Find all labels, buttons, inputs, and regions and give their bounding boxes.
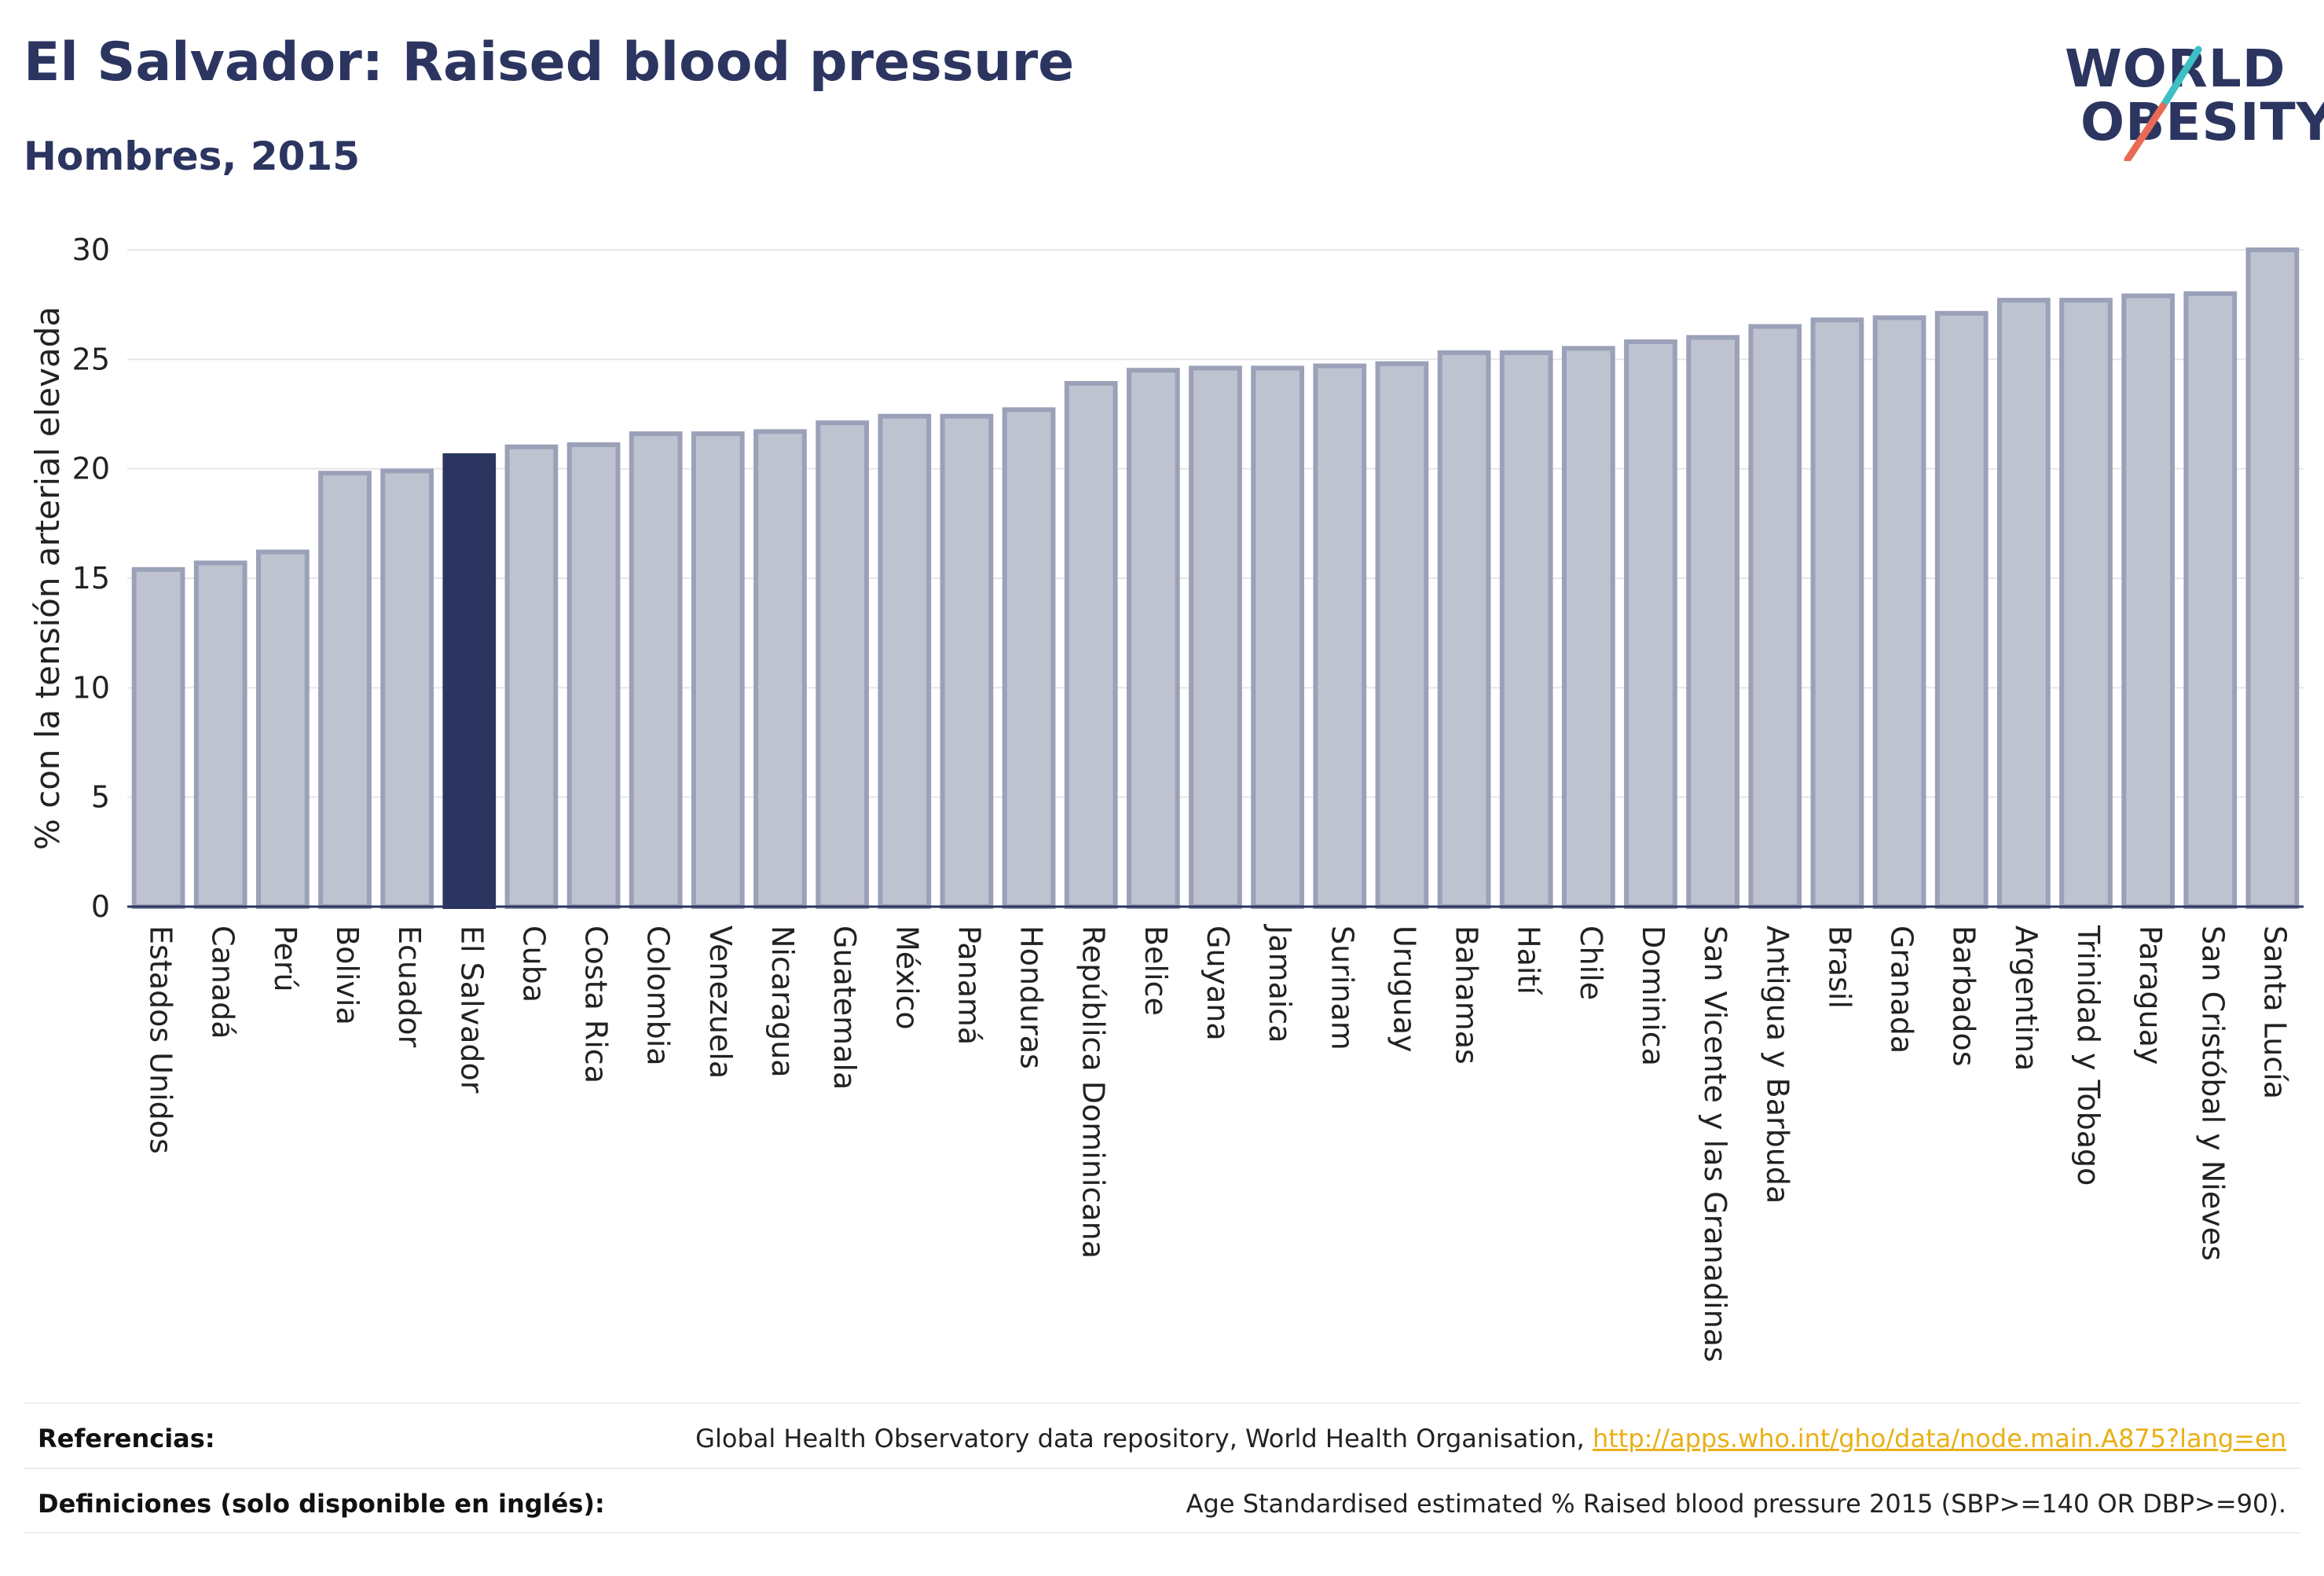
x-tick-label: Trinidad y Tobago — [2071, 925, 2106, 1186]
x-tick-label: Argentina — [2009, 925, 2044, 1071]
bar-honduras[interactable] — [1002, 407, 1056, 909]
x-tick-label: República Dominicana — [1076, 925, 1111, 1259]
x-tick-label: Panamá — [951, 925, 986, 1045]
x-tick-label: Uruguay — [1387, 925, 1421, 1053]
bar-san-vicente-y-las-granadinas[interactable] — [1686, 335, 1740, 909]
y-tick-label: 25 — [72, 342, 110, 376]
footer-divider — [24, 1468, 2300, 1469]
bar-ecuador[interactable] — [380, 468, 434, 909]
x-tick-label: Barbados — [1947, 925, 1981, 1067]
x-tick-label: Honduras — [1014, 925, 1049, 1069]
bar-bahamas[interactable] — [1437, 350, 1491, 909]
y-tick-label: 10 — [72, 670, 110, 705]
logo-word-obesity: OBESITY — [2080, 92, 2324, 152]
x-tick-label: México — [889, 925, 924, 1030]
x-tick-label: San Cristóbal y Nieves — [2195, 925, 2230, 1261]
bar-guyana[interactable] — [1189, 365, 1242, 910]
references-link[interactable]: http://apps.who.int/gho/data/node.main.A… — [1592, 1424, 2286, 1453]
bar-cuba[interactable] — [504, 444, 559, 909]
x-tick-label: Haití — [1512, 925, 1546, 995]
bar-colombia[interactable] — [629, 431, 683, 909]
bar-chart: 0 5 10 15 20 25 30 Estados Unidos Canadá Perú Bol… — [28, 233, 2304, 1362]
x-tick-label: Antigua y Barbuda — [1760, 925, 1794, 1204]
bar-argentina[interactable] — [1996, 298, 2051, 909]
bar-paraguay[interactable] — [2121, 293, 2176, 909]
definitions-text: Age Standardised estimated % Raised bloo… — [1186, 1489, 2286, 1519]
bar-chile[interactable] — [1561, 346, 1615, 909]
bar-venezuela[interactable] — [691, 431, 745, 909]
x-tick-label: Belice — [1138, 925, 1173, 1016]
x-tick-label: Bolivia — [330, 925, 365, 1025]
bar-trinidad-y-tobago[interactable] — [2059, 298, 2113, 909]
bar-el-salvador[interactable] — [442, 453, 497, 909]
bar-uruguay[interactable] — [1375, 361, 1429, 909]
definitions-label: Definiciones (solo disponible en inglés)… — [38, 1489, 605, 1519]
x-tick-label: El Salvador — [454, 925, 489, 1094]
references-source: Global Health Observatory data repositor… — [695, 1424, 1593, 1453]
x-tick-label: Cuba — [516, 925, 551, 1002]
x-tick-label: Jamaica — [1263, 924, 1297, 1043]
bar-antigua-y-barbuda[interactable] — [1748, 324, 1802, 909]
bar-costa-rica[interactable] — [566, 442, 621, 909]
x-tick-label: Canadá — [206, 925, 240, 1039]
x-tick-label: Bahamas — [1450, 925, 1484, 1065]
y-tick-label: 20 — [72, 452, 110, 486]
references-label: Referencias: — [38, 1424, 215, 1453]
x-tick-label: Guyana — [1200, 925, 1235, 1041]
x-tick-label: Estados Unidos — [144, 925, 178, 1154]
bar-méxico[interactable] — [878, 413, 932, 909]
bar-san-cristóbal-y-nieves[interactable] — [2183, 291, 2238, 909]
y-axis-ticks: 0 5 10 15 20 25 30 — [72, 233, 110, 924]
y-axis-label: % con la tensión arterial elevada — [28, 306, 67, 850]
x-tick-label: Dominica — [1636, 925, 1670, 1066]
footer-divider — [24, 1402, 2300, 1404]
x-tick-label: Chile — [1574, 925, 1608, 1000]
x-tick-label: Ecuador — [392, 925, 427, 1048]
bar-guatemala[interactable] — [816, 420, 870, 909]
bar-nicaragua[interactable] — [753, 429, 807, 909]
y-tick-label: 30 — [72, 233, 110, 267]
x-tick-label: Costa Rica — [579, 925, 614, 1083]
bar-barbados[interactable] — [1934, 310, 1989, 909]
x-tick-label: Nicaragua — [765, 925, 800, 1078]
y-tick-label: 0 — [91, 889, 110, 924]
bar-bolivia[interactable] — [318, 471, 372, 909]
bar-surinam[interactable] — [1313, 363, 1367, 909]
footer-divider — [24, 1532, 2300, 1534]
x-tick-label: Colombia — [641, 925, 676, 1066]
x-tick-label: Granada — [1885, 925, 1919, 1054]
logo-slash-icon — [2124, 46, 2202, 161]
x-tick-label: Surinam — [1325, 925, 1359, 1050]
bar-granada[interactable] — [1872, 315, 1926, 909]
bar-perú[interactable] — [255, 549, 310, 909]
chart-title: El Salvador: Raised blood pressure — [24, 31, 1075, 93]
bar-dominica[interactable] — [1624, 339, 1677, 910]
x-tick-label: Paraguay — [2133, 925, 2168, 1065]
x-axis-ticks: Estados Unidos Canadá Perú Bolivia Ecuador El… — [144, 924, 2293, 1362]
bar-belice[interactable] — [1126, 368, 1180, 909]
x-tick-label: San Vicente y las Granadinas — [1698, 925, 1732, 1362]
bar-estados-unidos[interactable] — [131, 566, 185, 909]
bar-santa-lucía[interactable] — [2245, 247, 2300, 909]
bar-brasil[interactable] — [1810, 317, 1864, 909]
references-text: Global Health Observatory data repositor… — [695, 1424, 2286, 1453]
bar-canadá[interactable] — [193, 560, 247, 909]
x-tick-label: Brasil — [1822, 925, 1857, 1009]
x-tick-label: Venezuela — [703, 925, 738, 1079]
x-tick-label: Perú — [268, 925, 302, 992]
y-tick-label: 15 — [72, 561, 110, 596]
x-tick-label: Guatemala — [827, 925, 862, 1090]
world-obesity-logo: WORLD OBESITY — [2057, 43, 2324, 161]
x-tick-label: Santa Lucía — [2257, 925, 2292, 1099]
bar-república-dominicana[interactable] — [1064, 380, 1118, 909]
bars — [131, 247, 2300, 910]
bar-jamaica[interactable] — [1251, 365, 1305, 910]
chart-subtitle: Hombres, 2015 — [24, 134, 360, 179]
bar-panamá[interactable] — [940, 413, 994, 909]
y-tick-label: 5 — [91, 780, 110, 815]
bar-haití[interactable] — [1499, 350, 1553, 909]
